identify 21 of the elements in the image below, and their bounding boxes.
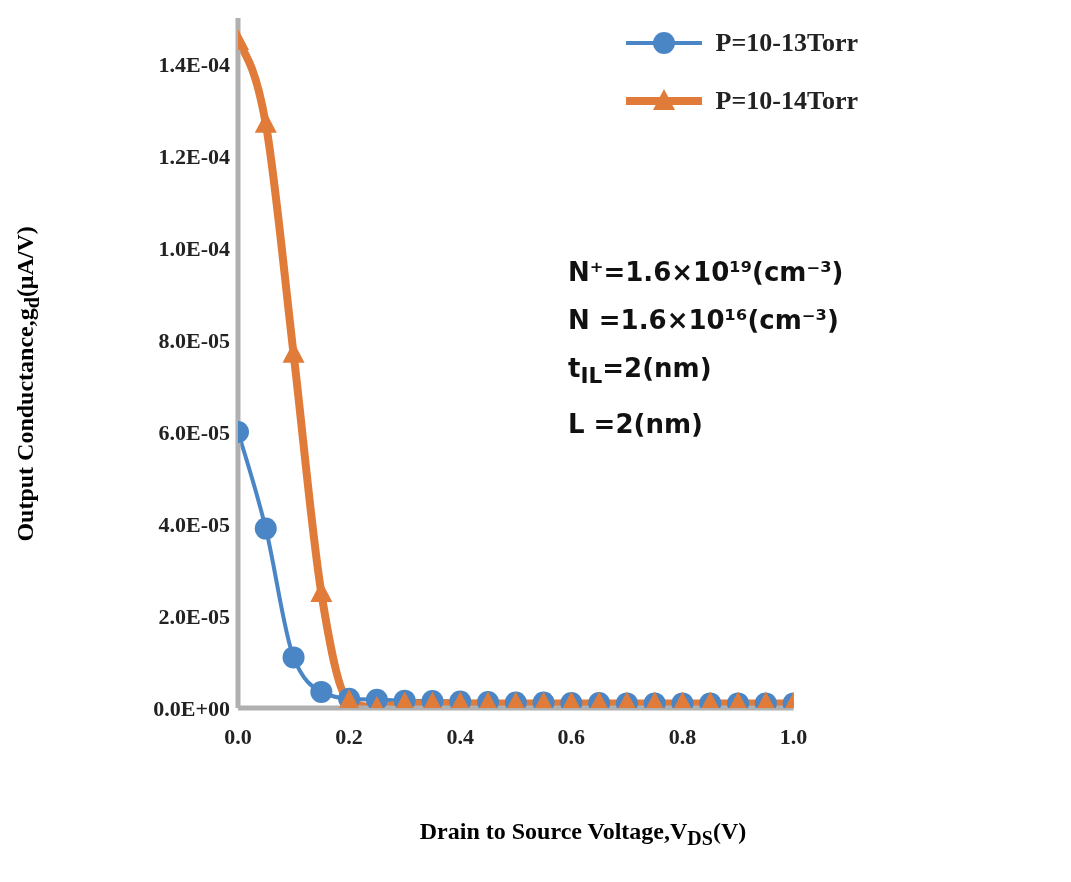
x-tick-label: 0.4	[446, 723, 474, 749]
legend-label: P=10-14Torr	[715, 86, 858, 116]
y-tick-label: 1.0E-04	[158, 235, 230, 261]
x-tick-label: 0.0	[224, 723, 252, 749]
x-tick-label: 1.0	[779, 723, 808, 749]
y-tick-label: 6.0E-05	[158, 419, 230, 445]
x-tick-label: 0.2	[335, 723, 363, 749]
annotation: t$_{IL}$=2(nm)	[568, 352, 713, 391]
y-tick-label: 0.0E+00	[153, 695, 230, 721]
annotation: L =2(nm)	[568, 408, 704, 442]
y-tick-label: 1.2E-04	[158, 143, 230, 169]
y-tick-label: 1.4E-04	[158, 51, 230, 77]
y-tick-label: 4.0E-05	[158, 511, 230, 537]
y-tick-label: 8.0E-05	[158, 327, 230, 353]
x-tick-label: 0.6	[557, 723, 586, 749]
x-tick-label: 0.8	[668, 723, 697, 749]
legend-label: P=10-13Torr	[715, 28, 858, 58]
annotation: N⁺=1.6×10¹⁹(cm⁻³)	[568, 256, 844, 289]
annotation: N =1.6×10¹⁶(cm⁻³)	[568, 304, 840, 337]
x-axis-title: Drain to Source Voltage,V$_{DS}$(V)	[418, 818, 748, 850]
y-tick-label: 2.0E-05	[158, 603, 230, 629]
